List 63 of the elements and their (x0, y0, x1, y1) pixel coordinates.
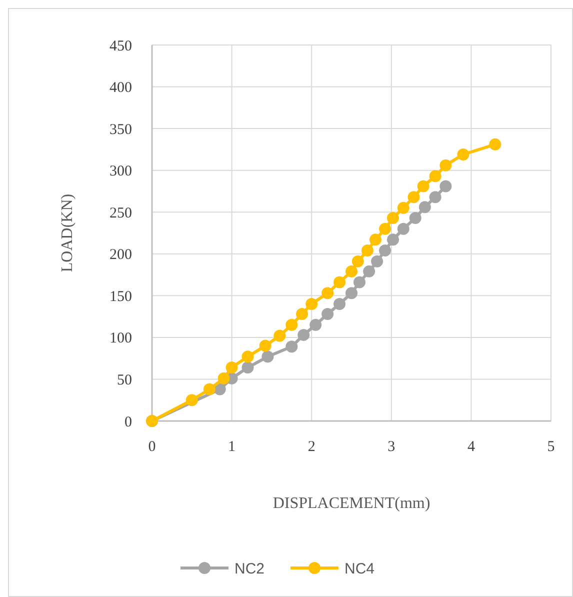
x-tick-label: 5 (547, 439, 555, 455)
point (361, 244, 374, 257)
x-tick-label: 2 (308, 439, 316, 455)
point (418, 201, 431, 214)
point (429, 191, 442, 204)
x-axis-title: DISPLACEMENT(mm) (272, 495, 430, 512)
point (440, 159, 452, 172)
point (440, 180, 452, 192)
point (363, 265, 376, 278)
point (353, 276, 366, 288)
point (352, 255, 364, 268)
y-tick-label: 50 (117, 372, 132, 388)
y-tick-label: 450 (110, 38, 132, 54)
y-tick-label: 400 (110, 80, 132, 96)
point (379, 244, 392, 257)
point (429, 170, 442, 182)
point (286, 340, 298, 353)
y-tick-label: 200 (110, 247, 132, 264)
point (259, 340, 272, 352)
point (274, 330, 286, 342)
y-tick-label: 150 (110, 288, 132, 305)
point (379, 222, 392, 235)
legend-label: NC4 (344, 560, 375, 578)
point (203, 383, 216, 396)
point (310, 318, 322, 331)
point (242, 362, 254, 374)
point (369, 234, 382, 246)
point (334, 276, 346, 288)
point (457, 148, 470, 160)
point (386, 212, 399, 224)
point (334, 298, 346, 310)
point (296, 308, 308, 320)
point (262, 350, 274, 363)
point (286, 318, 298, 331)
point (218, 372, 230, 384)
x-tick-label: 0 (148, 439, 156, 455)
y-tick-label: 350 (110, 122, 132, 138)
y-tick-label: 0 (124, 414, 132, 430)
y-axis-title: LOAD(KN) (59, 194, 76, 272)
point (489, 138, 502, 150)
y-tick-label: 100 (110, 330, 132, 347)
x-tick-label: 1 (228, 439, 236, 455)
x-tick-label: 3 (388, 439, 396, 455)
point (386, 234, 399, 246)
point (322, 308, 334, 320)
y-tick-label: 300 (110, 164, 132, 180)
legend-label: NC2 (234, 560, 265, 578)
point (417, 180, 430, 192)
x-tick-label: 4 (467, 439, 476, 455)
point (226, 362, 238, 374)
point (346, 265, 358, 278)
point (298, 328, 310, 341)
point (397, 202, 410, 214)
point (409, 212, 422, 224)
point (408, 191, 420, 204)
point (346, 287, 358, 300)
y-tick-label: 250 (110, 205, 132, 222)
point (397, 222, 410, 235)
point (371, 255, 384, 268)
point (322, 287, 334, 300)
point (186, 394, 198, 406)
point (306, 298, 318, 310)
point (242, 350, 254, 363)
